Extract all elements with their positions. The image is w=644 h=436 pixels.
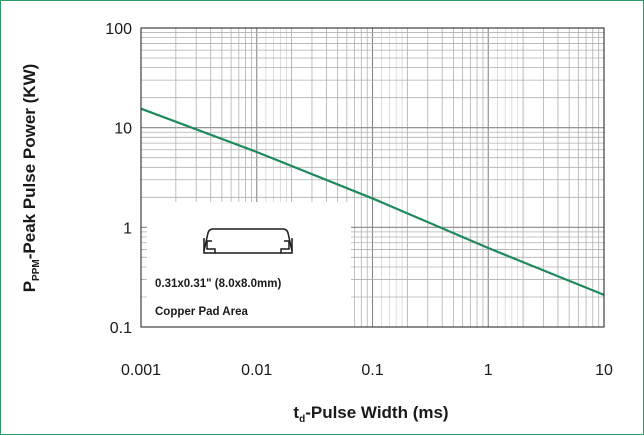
y-tick-label: 1	[123, 220, 132, 237]
x-tick-label: 0.01	[241, 362, 272, 379]
x-tick-label: 1	[484, 362, 493, 379]
series	[140, 107, 605, 296]
x-tick-label: 10	[595, 362, 613, 379]
plot-border	[140, 27, 605, 328]
pad-size-label: 0.31x0.31" (8.0x8.0mm)	[155, 278, 281, 290]
smd-package-icon	[203, 228, 293, 254]
y-tick-label: 0.1	[110, 320, 132, 337]
y-tick-label: 100	[105, 21, 132, 38]
y-axis-title: PPPM-Peak Pulse Power (KW)	[20, 64, 42, 293]
x-tick-label: 0.001	[121, 362, 161, 379]
y-ticks: 0.1 1 10 100	[105, 21, 132, 337]
inset-box: 0.31x0.31" (8.0x8.0mm) Copper Pad Area	[147, 202, 351, 327]
pad-area-label: Copper Pad Area	[155, 306, 248, 318]
x-ticks: 0.001 0.01 0.1 1 10	[121, 362, 613, 379]
x-tick-label: 0.1	[361, 362, 383, 379]
x-axis-title: td-Pulse Width (ms)	[293, 403, 448, 425]
series-line	[140, 107, 605, 296]
grid	[141, 28, 604, 327]
y-tick-label: 10	[114, 121, 132, 138]
